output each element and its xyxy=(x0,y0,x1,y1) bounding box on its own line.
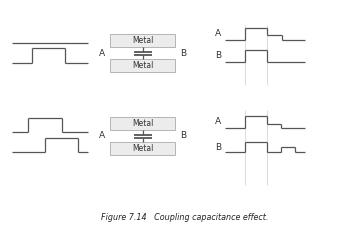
Text: Metal: Metal xyxy=(132,36,153,45)
Text: Metal: Metal xyxy=(132,61,153,70)
Text: A: A xyxy=(215,30,221,38)
Text: B: B xyxy=(180,132,186,140)
Text: B: B xyxy=(215,143,221,151)
Text: A: A xyxy=(215,118,221,126)
FancyBboxPatch shape xyxy=(110,142,175,155)
FancyBboxPatch shape xyxy=(110,34,175,47)
Text: B: B xyxy=(215,52,221,60)
Text: A: A xyxy=(99,48,105,58)
Text: Metal: Metal xyxy=(132,119,153,128)
Text: Figure 7.14   Coupling capacitance effect.: Figure 7.14 Coupling capacitance effect. xyxy=(101,214,269,222)
Text: Metal: Metal xyxy=(132,144,153,153)
Text: A: A xyxy=(99,132,105,140)
FancyBboxPatch shape xyxy=(110,117,175,130)
Text: B: B xyxy=(180,48,186,58)
FancyBboxPatch shape xyxy=(110,59,175,72)
